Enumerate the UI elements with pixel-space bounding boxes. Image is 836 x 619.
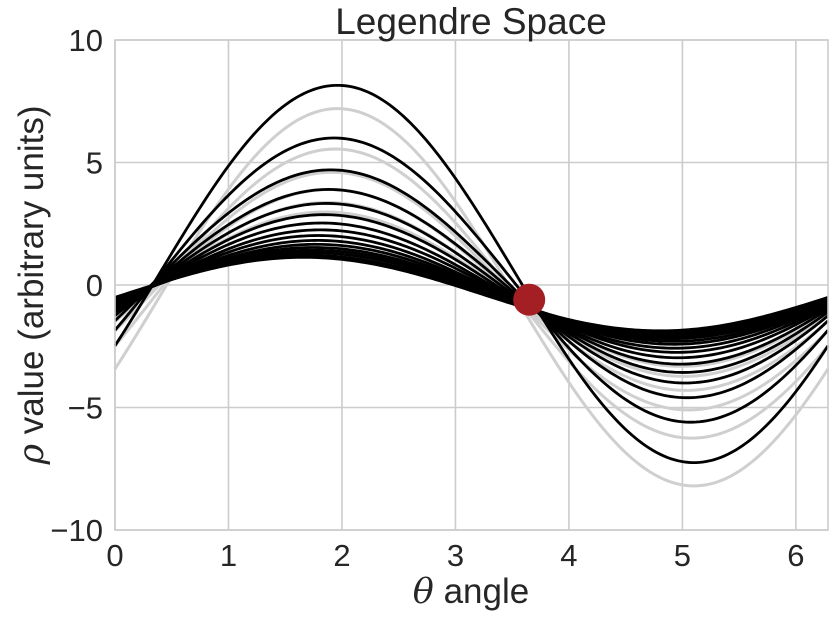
x-tick-label: 6 <box>787 538 804 573</box>
y-tick-label: 10 <box>69 23 103 58</box>
y-tick-label: 5 <box>86 146 103 181</box>
x-tick-label: 5 <box>674 538 691 573</box>
black-curve <box>114 255 829 333</box>
black-curve <box>114 202 829 374</box>
y-tick-label: −5 <box>68 391 103 426</box>
black-curve <box>114 242 829 343</box>
x-tick-labels: 0 1 2 3 4 5 6 <box>106 538 804 573</box>
y-tick-label: −10 <box>50 513 103 548</box>
x-axis-symbol: θ <box>413 572 434 612</box>
x-tick-label: 3 <box>447 538 464 573</box>
x-tick-label: 4 <box>560 538 577 573</box>
black-curve <box>114 168 829 400</box>
y-axis-symbol: ρ <box>12 444 52 466</box>
x-tick-label: 2 <box>333 538 350 573</box>
black-curve <box>114 228 829 354</box>
gray-curves <box>113 107 830 488</box>
x-axis-text: angle <box>434 572 529 611</box>
y-axis-label: ρ value (arbitrary units) <box>12 105 52 465</box>
black-curve <box>114 188 829 385</box>
black-curve <box>113 136 830 424</box>
x-tick-label: 1 <box>220 538 237 573</box>
chart-title: Legendre Space <box>335 1 607 42</box>
black-curve <box>114 213 829 366</box>
black-curve <box>113 83 830 465</box>
black-curve <box>114 234 829 350</box>
intersection-marker <box>513 283 546 316</box>
gray-curve <box>113 170 830 412</box>
black-curve <box>114 221 829 360</box>
plot-frame <box>114 39 829 531</box>
black-curves <box>113 83 830 465</box>
y-tick-label: 0 <box>86 268 103 303</box>
y-tick-labels: 10 5 0 −5 −10 <box>50 23 103 548</box>
x-tick-label: 0 <box>106 538 123 573</box>
x-axis-label: θ angle <box>413 572 529 612</box>
black-curve <box>114 239 829 346</box>
marker-layer <box>513 283 546 316</box>
gray-curve <box>113 147 830 440</box>
gray-curve <box>113 107 830 488</box>
y-axis-text: value (arbitrary units) <box>12 105 51 443</box>
